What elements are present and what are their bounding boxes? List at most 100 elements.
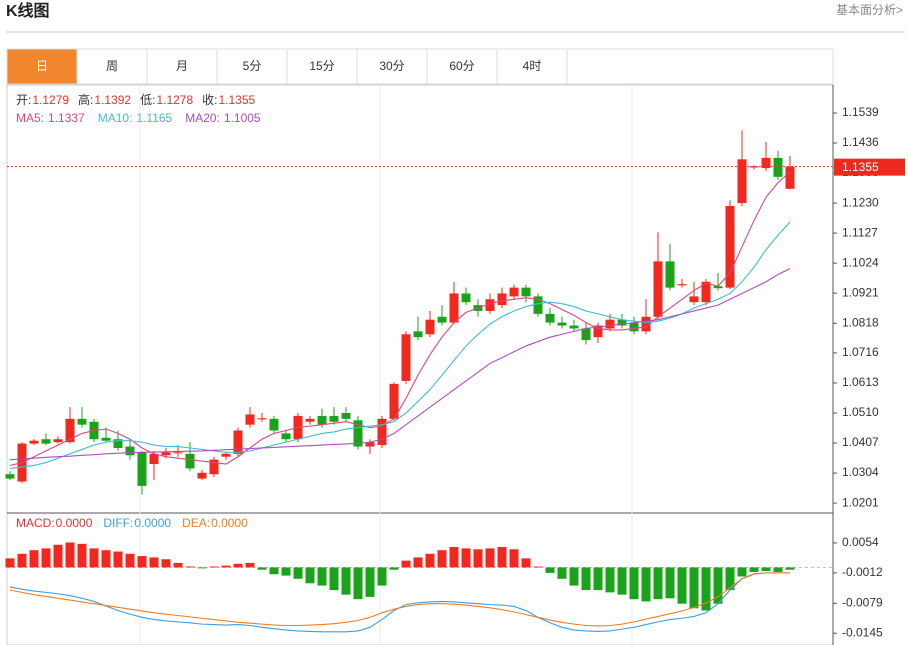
readout-value: 0.0000: [211, 516, 248, 530]
macd-bar: [197, 567, 207, 569]
indicator-line: [9, 572, 790, 627]
macd-bar: [389, 567, 399, 570]
macd-bar: [569, 567, 579, 586]
legend-name: MA10:: [98, 111, 133, 125]
candle-body: [617, 319, 627, 326]
macd-bar: [785, 567, 795, 570]
tab-label[interactable]: 4时: [523, 59, 542, 73]
tab[interactable]: [286, 48, 358, 85]
macd-bar: [485, 548, 495, 568]
y-tick-label: 1.1436: [842, 135, 879, 149]
candle-body: [41, 439, 51, 444]
candle-body: [113, 439, 123, 448]
candle-body: [773, 157, 783, 177]
candle-body: [5, 474, 15, 479]
macd-bar: [29, 550, 39, 568]
candle-body: [713, 286, 723, 289]
indicator-line: [9, 268, 791, 461]
candle-body: [245, 414, 255, 425]
candle-body: [29, 440, 39, 444]
y-tick-label: 0.0054: [842, 535, 879, 549]
legend-name: MA5:: [16, 111, 44, 125]
macd-bar: [653, 567, 663, 600]
analysis-link[interactable]: 基本面分析>: [836, 3, 903, 17]
tab[interactable]: [6, 48, 78, 85]
macd-bar: [209, 566, 219, 568]
tab-label[interactable]: 30分: [379, 59, 404, 73]
candle-body: [233, 430, 243, 454]
tab-label[interactable]: 60分: [449, 59, 474, 73]
macd-bar: [401, 560, 411, 568]
tab[interactable]: [496, 48, 568, 85]
macd-bar: [341, 567, 351, 595]
macd-bar: [269, 567, 279, 575]
candle-body: [137, 452, 147, 486]
candle-body: [449, 293, 459, 323]
macd-bar: [245, 562, 255, 568]
tab-label[interactable]: 5分: [243, 59, 262, 73]
candle-body: [185, 453, 195, 469]
macd-bar: [149, 557, 159, 568]
info-label: 收:: [202, 93, 217, 107]
candle-body: [209, 459, 219, 475]
indicator-line: [9, 171, 791, 467]
price-tag: [834, 158, 905, 176]
macd-bar: [113, 551, 123, 568]
macd-bar: [281, 567, 291, 576]
candle-body: [125, 446, 135, 456]
macd-bar: [497, 547, 507, 568]
chart-frame: [6, 84, 834, 645]
macd-bar: [185, 566, 195, 568]
macd-bar: [437, 550, 447, 568]
tab[interactable]: [356, 48, 428, 85]
tab[interactable]: [216, 48, 288, 85]
info-value: 1.1355: [218, 93, 255, 107]
macd-bar: [605, 567, 615, 593]
readout-value: 0.0000: [134, 516, 171, 530]
macd-bar: [173, 562, 183, 568]
legend-name: MA20:: [185, 111, 220, 125]
tab-label[interactable]: 15分: [309, 59, 334, 73]
info-value: 1.1392: [94, 93, 131, 107]
candle-body: [377, 418, 387, 446]
candle-body: [593, 325, 603, 338]
candle-body: [521, 287, 531, 297]
macd-bar: [53, 544, 63, 568]
tab-label[interactable]: 日: [36, 59, 48, 73]
candle-body: [461, 293, 471, 303]
candle-body: [533, 296, 543, 314]
macd-bar: [617, 567, 627, 595]
candle-body: [329, 415, 339, 422]
macd-bar: [353, 567, 363, 600]
candle-body: [281, 433, 291, 440]
candle-body: [173, 452, 183, 454]
info-label: 低:: [140, 93, 155, 107]
tab-label[interactable]: 月: [176, 59, 188, 73]
tab[interactable]: [426, 48, 498, 85]
tab[interactable]: [146, 48, 218, 85]
candle-body: [545, 313, 555, 323]
macd-bar: [125, 553, 135, 568]
candle-body: [269, 418, 279, 431]
candle-body: [161, 452, 171, 456]
macd-bar: [413, 557, 423, 568]
y-tick-label: 1.0818: [842, 315, 879, 329]
candle-body: [365, 442, 375, 447]
tab-label[interactable]: 周: [106, 59, 118, 73]
candle-body: [509, 287, 519, 297]
candle-body: [557, 322, 567, 326]
candle-body: [221, 453, 231, 457]
candle-body: [101, 437, 111, 441]
macd-bar: [557, 567, 567, 579]
macd-bar: [725, 567, 735, 591]
macd-bar: [545, 567, 555, 573]
readout-name: MACD:: [16, 516, 55, 530]
macd-bar: [521, 558, 531, 568]
macd-bar: [713, 567, 723, 604]
y-tick-label: 1.1230: [842, 195, 879, 209]
tab[interactable]: [76, 48, 148, 85]
macd-bar: [221, 565, 231, 568]
macd-bar: [773, 567, 783, 572]
macd-bar: [317, 567, 327, 586]
y-tick-label: 1.0613: [842, 375, 879, 389]
